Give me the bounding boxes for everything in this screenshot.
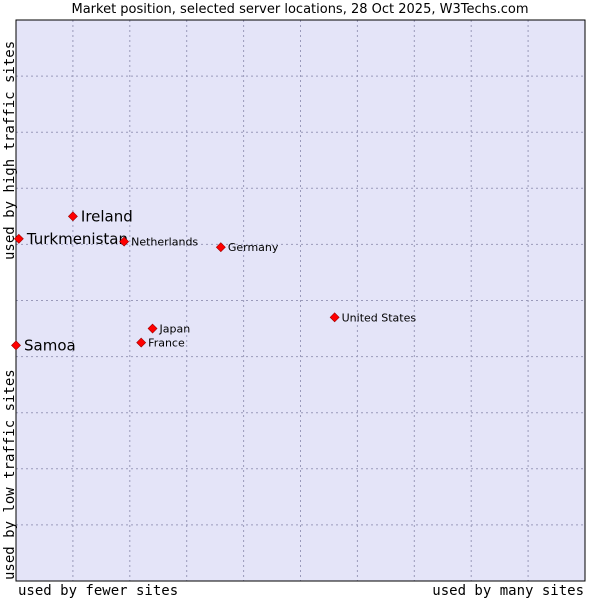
marker-turkmenistan	[13, 233, 24, 244]
chart-title: Market position, selected server locatio…	[71, 2, 529, 17]
x-axis-label-right: used by many sites	[432, 583, 584, 599]
data-point-ireland: Ireland	[67, 207, 133, 225]
marker-samoa	[11, 340, 21, 351]
marker-ireland	[67, 211, 78, 222]
point-label-france: France	[148, 337, 185, 350]
x-axis-label-left: used by fewer sites	[18, 583, 179, 599]
data-point-united-states: United States	[329, 311, 417, 324]
marker-netherlands	[119, 236, 130, 247]
point-label-turkmenistan: Turkmenistan	[26, 230, 128, 248]
data-point-france: France	[136, 337, 185, 350]
y-axis-label-bottom: used by low traffic sites	[2, 369, 18, 580]
grid-lines	[16, 20, 585, 581]
point-label-united-states: United States	[342, 311, 417, 324]
marker-france	[136, 337, 147, 348]
point-label-ireland: Ireland	[81, 207, 133, 225]
data-point-japan: Japan	[147, 323, 191, 336]
point-label-germany: Germany	[228, 241, 279, 254]
y-axis-label-top: used by high traffic sites	[2, 40, 18, 260]
data-point-samoa: Samoa	[11, 336, 76, 354]
data-point-turkmenistan: Turkmenistan	[13, 230, 128, 248]
data-points: Ireland Turkmenistan Netherlands Germany Uni…	[11, 207, 417, 354]
marker-japan	[147, 323, 158, 334]
marker-germany	[215, 242, 226, 253]
data-point-germany: Germany	[215, 241, 279, 254]
marker-united-states	[329, 312, 340, 323]
point-label-japan: Japan	[159, 323, 191, 336]
data-point-netherlands: Netherlands	[119, 236, 198, 249]
point-label-netherlands: Netherlands	[131, 236, 198, 249]
point-label-samoa: Samoa	[24, 336, 76, 354]
plot-frame	[15, 19, 586, 582]
